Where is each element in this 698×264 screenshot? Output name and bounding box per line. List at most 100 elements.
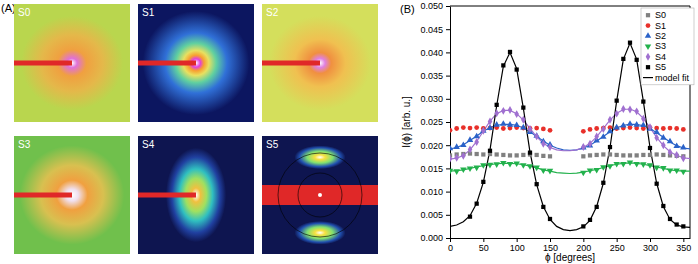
data-point [641,153,645,157]
data-point [515,67,519,71]
y-tick-label: 0.015 [420,164,443,174]
data-point [661,153,665,157]
y-tick-label: 0.005 [420,210,443,220]
tile-label: S4 [142,139,155,150]
data-point [520,163,526,169]
data-point [488,149,492,153]
data-point [541,154,545,158]
data-point [535,182,539,186]
data-point [600,165,606,171]
x-tick: 100 [510,238,525,253]
data-point [621,105,626,113]
y-tick-label: 0.025 [420,117,443,127]
data-point [495,103,499,107]
y-tick-label: 0.050 [420,1,443,11]
data-point [548,154,552,158]
data-point [454,126,459,131]
y-tick-label: 0.030 [420,94,443,104]
x-tick: 250 [610,238,625,253]
data-point [668,148,673,156]
y-tick-label: 0.040 [420,48,443,58]
data-point [648,123,653,131]
legend-label: S1 [655,21,666,31]
data-point [547,169,553,175]
series-3 [450,161,687,177]
data-point [548,217,552,221]
data-point [593,168,599,174]
data-point [608,116,613,124]
data-point [501,107,506,115]
tile-background [14,4,130,122]
y-tick-mark [446,145,450,146]
plot-frame [450,6,690,7]
y-tick-mark [446,6,450,7]
data-point [628,106,633,114]
data-point [661,126,666,131]
beam-stop [14,193,72,198]
data-point [528,125,533,133]
data-point [635,153,639,157]
data-point [474,138,479,146]
data-point [634,107,639,115]
data-point [648,153,652,157]
data-point [640,162,646,168]
legend-label: S5 [655,62,666,72]
x-tick-mark [617,238,618,242]
data-point [501,126,506,131]
data-point [468,215,472,219]
data-point [488,118,493,126]
y-tick-label: 0.020 [420,141,443,151]
data-point [508,50,512,54]
data-point [487,163,493,169]
data-point [668,126,673,131]
data-point [450,145,453,151]
data-point [620,122,626,128]
data-point [615,99,619,103]
data-point [601,152,605,156]
x-axis-line [451,238,691,239]
x-tick-label: 300 [643,243,658,253]
data-point [481,127,486,135]
series-2 [450,120,687,150]
y-axis-line [450,7,451,239]
data-point [580,171,586,177]
data-point [528,151,532,155]
data-point [514,110,519,118]
legend-label: S3 [655,41,666,51]
legend-label: S4 [655,52,666,62]
data-point [500,161,506,167]
data-point [595,205,599,209]
data-point [674,151,679,159]
data-point [535,153,539,157]
data-point [494,109,499,117]
fit-line [450,109,690,159]
y-tick: 0.005 [420,210,450,220]
data-point [628,41,632,45]
y-tick: 0.015 [420,164,450,174]
data-point [621,153,625,157]
data-point [667,138,673,144]
data-point [548,143,553,151]
legend-line [643,77,653,78]
figure: (A)S0S1S2S3S4S5(B)0501001502002503003500… [0,0,698,264]
tile-background [262,4,378,122]
data-point [613,162,619,168]
x-tick-label: 50 [479,243,489,253]
data-point [473,166,479,172]
data-point [633,121,639,127]
data-point [668,217,672,221]
data-point [661,204,665,208]
y-tick: 0.030 [420,94,450,104]
x-tick-label: 350 [676,243,691,253]
x-tick-mark [683,238,684,242]
data-point [594,132,599,140]
y-tick-mark [446,122,450,123]
data-point [635,58,639,62]
legend-label: S2 [655,31,666,41]
data-point [628,153,632,157]
beam-stop [262,185,378,205]
y-tick: 0.000 [420,233,450,243]
beam-center [318,193,322,197]
image-tile [138,4,254,122]
data-point [541,127,546,132]
